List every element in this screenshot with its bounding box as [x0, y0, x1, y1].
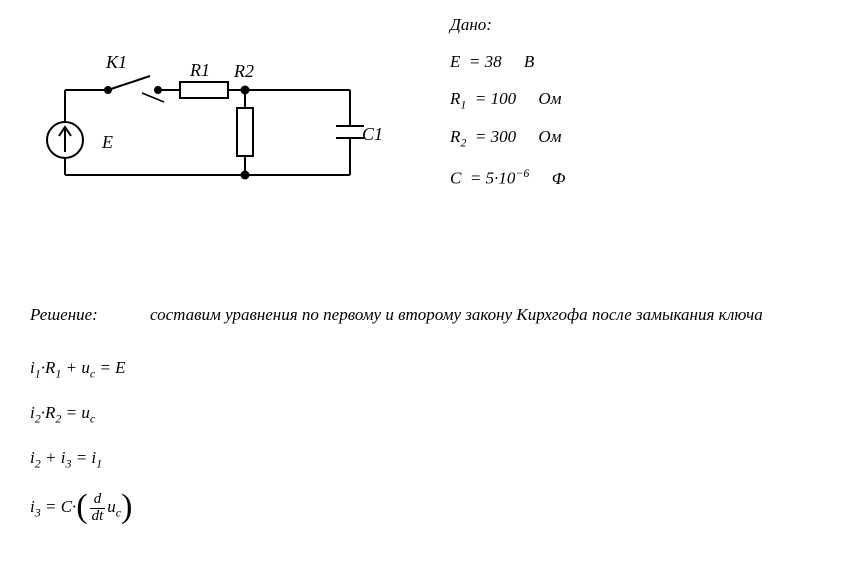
eq2-mid: ·R	[41, 403, 56, 422]
eq3-i1sub: 1	[96, 456, 102, 470]
equation-3: i2 + i3 = i1	[30, 448, 132, 471]
given-e-unit: В	[524, 52, 534, 71]
given-e-sym: E	[450, 52, 460, 71]
eq3-plus: + i	[41, 448, 66, 467]
given-e-eq: = 38	[469, 52, 502, 71]
given-r1-sym: R	[450, 89, 460, 108]
given-r2-sub: 2	[460, 136, 466, 150]
circuit-diagram: K1 R1 R2 E C1	[30, 30, 390, 210]
given-r1-unit: Ом	[538, 89, 561, 108]
given-header: Дано:	[450, 14, 810, 37]
eq4-frac: ddt	[90, 492, 106, 525]
equation-2: i2·R2 = uc	[30, 403, 132, 426]
given-r2-sym: R	[450, 127, 460, 146]
given-r1: R1 = 100 Ом	[450, 88, 810, 113]
given-r2: R2 = 300 Ом	[450, 126, 810, 151]
equations-block: i1·R1 + uc = E i2·R2 = uc i2 + i3 = i1 i…	[30, 358, 132, 547]
eq4-frac-num: d	[90, 492, 106, 509]
eq2-eq: = u	[61, 403, 89, 422]
given-c-unit: Ф	[552, 169, 566, 188]
eq1-plus: + u	[61, 358, 89, 377]
given-e: E = 38 В	[450, 51, 810, 74]
eq1-mid: ·R	[41, 358, 56, 377]
solution-header-left: Решение:	[30, 305, 98, 325]
eq4-u: u	[107, 498, 116, 517]
given-c: C = 5·10−6 Ф	[450, 165, 810, 191]
label-c1: C1	[362, 124, 383, 144]
eq4-eq: = C·	[41, 498, 77, 517]
equation-4: i3 = C·(ddtuc)	[30, 492, 132, 525]
label-e: E	[101, 132, 113, 152]
eq3-eq: = i	[71, 448, 96, 467]
given-r2-eq: = 300	[475, 127, 516, 146]
solution-header-right: составим уравнения по первому и второму …	[150, 305, 763, 325]
given-block: Дано: E = 38 В R1 = 100 Ом R2 = 300 Ом C…	[450, 14, 810, 205]
given-r2-unit: Ом	[538, 127, 561, 146]
given-c-sym: C	[450, 169, 461, 188]
eq2-usub: c	[90, 411, 95, 425]
eq4-frac-den: dt	[90, 509, 106, 525]
label-r1: R1	[189, 60, 210, 80]
given-r1-sub: 1	[460, 97, 466, 111]
label-k1: K1	[105, 52, 127, 72]
given-r1-eq: = 100	[475, 89, 516, 108]
page-root: K1 R1 R2 E C1 Дано: E = 38 В R1 = 100 Ом…	[0, 0, 843, 562]
eq1-eq: = E	[95, 358, 125, 377]
label-r2: R2	[233, 61, 254, 81]
given-c-exp: −6	[515, 166, 529, 180]
given-c-eq: = 5·10	[470, 169, 515, 188]
equation-1: i1·R1 + uc = E	[30, 358, 132, 381]
circuit-svg: K1 R1 R2 E C1	[30, 30, 390, 210]
